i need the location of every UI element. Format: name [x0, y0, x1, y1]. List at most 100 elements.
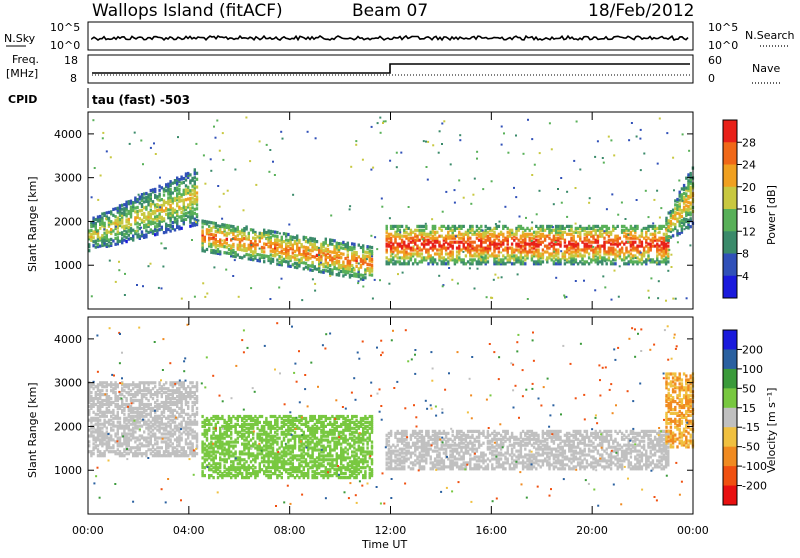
echo-cell [330, 215, 332, 217]
echo-cell [392, 250, 394, 253]
echo-cell [685, 198, 687, 201]
echo-cell [399, 225, 401, 228]
echo-cell [311, 243, 313, 246]
echo-cell [152, 387, 154, 390]
echo-cell [161, 198, 163, 201]
echo-cell [397, 273, 399, 275]
echo-cell [661, 247, 663, 250]
echo-cell [687, 205, 689, 208]
echo-cell [538, 260, 540, 262]
echo-cell [289, 255, 291, 258]
echo-cell [219, 427, 221, 430]
echo-cell [261, 415, 263, 418]
echo-cell [557, 188, 559, 190]
echo-cell [187, 172, 189, 175]
echo-cell [243, 209, 245, 211]
echo-cell [212, 427, 214, 430]
echo-cell [632, 235, 634, 238]
echo-cell [167, 425, 169, 428]
echo-cell [603, 230, 605, 232]
echo-cell [112, 417, 114, 420]
echo-cell [150, 407, 152, 410]
echo-cell [366, 245, 368, 248]
echo-cell [158, 220, 160, 223]
echo-cell [522, 260, 524, 263]
echo-cell [535, 260, 537, 263]
echo-cell [524, 233, 526, 236]
echo-cell [416, 235, 418, 238]
echo-cell [261, 257, 263, 259]
echo-cell [194, 208, 196, 211]
echo-cell [520, 241, 522, 244]
echo-cell [130, 432, 132, 435]
echo-cell [165, 454, 167, 457]
echo-cell [161, 405, 163, 408]
echo-cell [250, 472, 252, 475]
echo-cell [196, 411, 198, 414]
echo-cell [617, 235, 619, 238]
echo-cell [463, 233, 465, 236]
echo-cell [619, 248, 621, 251]
echo-cell [130, 227, 132, 230]
echo-cell [155, 153, 157, 155]
echo-cell [452, 229, 454, 232]
echo-cell [174, 197, 176, 200]
echo-cell [325, 265, 327, 268]
echo-cell [226, 421, 228, 424]
echo-cell [478, 231, 480, 234]
echo-cell [189, 387, 191, 390]
echo-cell [180, 199, 182, 202]
echo-cell [581, 254, 583, 257]
echo-cell [504, 247, 506, 250]
echo-cell [187, 203, 189, 206]
echo-cell [405, 231, 407, 234]
echo-cell [123, 403, 125, 406]
echo-cell [690, 211, 692, 214]
echo-cell [355, 251, 357, 254]
echo-cell [226, 224, 228, 227]
echo-cell [108, 436, 110, 439]
echo-cell [686, 297, 688, 299]
echo-cell [219, 470, 221, 473]
echo-cell [156, 446, 158, 449]
echo-cell [112, 409, 114, 412]
echo-cell [180, 381, 182, 384]
echo-cell [142, 285, 144, 287]
echo-cell [158, 189, 160, 192]
echo-cell [263, 254, 265, 257]
echo-cell [90, 417, 92, 420]
echo-cell [99, 401, 101, 404]
echo-cell [625, 218, 627, 220]
echo-cell [650, 239, 652, 242]
echo-cell [500, 231, 502, 234]
echo-cell [99, 415, 101, 418]
colorbar-swatch [723, 187, 737, 210]
echo-cell [357, 271, 359, 273]
echo-cell [106, 211, 108, 214]
echo-cell [259, 462, 261, 465]
echo-cell [187, 391, 189, 394]
echo-cell [371, 126, 373, 128]
echo-cell [634, 235, 636, 238]
echo-cell [92, 434, 94, 437]
echo-cell [178, 413, 180, 416]
echo-cell [112, 444, 114, 447]
echo-cell [108, 409, 110, 412]
echo-cell [349, 246, 351, 249]
echo-cell [95, 385, 97, 388]
echo-cell [389, 160, 391, 162]
echo-cell [92, 244, 94, 247]
echo-cell [281, 278, 283, 280]
echo-cell [176, 192, 178, 195]
echo-cell [210, 221, 212, 224]
echo-cell [263, 470, 265, 473]
echo-cell [187, 401, 189, 404]
freq-left-tick-bottom: 8 [70, 72, 77, 85]
echo-cell [308, 250, 310, 252]
echo-cell [252, 258, 254, 261]
echo-cell [263, 439, 265, 442]
echo-cell [206, 458, 208, 461]
echo-cell [608, 227, 610, 230]
echo-cell [158, 436, 160, 439]
echo-cell [217, 224, 219, 227]
